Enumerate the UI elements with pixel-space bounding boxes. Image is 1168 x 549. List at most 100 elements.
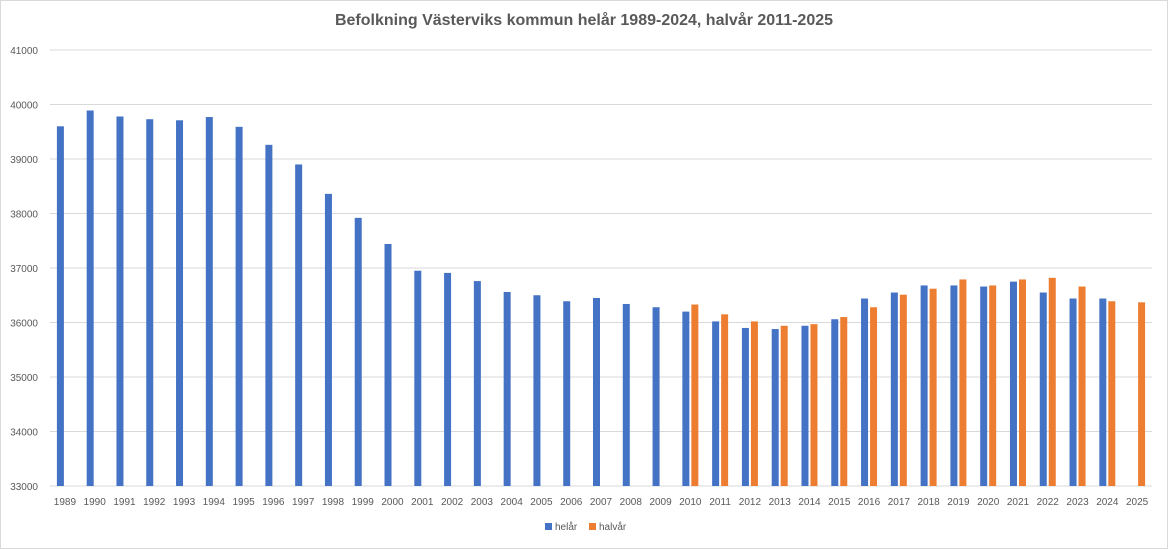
bar-helår-2021 xyxy=(1009,281,1017,486)
x-tick-label: 2015 xyxy=(828,497,851,508)
legend-label-helår: helår xyxy=(555,521,578,533)
bar-helår-2001 xyxy=(414,270,422,486)
y-tick-label: 37000 xyxy=(10,264,38,275)
chart-title: Befolkning Västerviks kommun helår 1989-… xyxy=(334,12,834,29)
bar-helår-2008 xyxy=(622,303,630,486)
x-tick-label: 2024 xyxy=(1096,497,1119,508)
y-tick-label: 36000 xyxy=(10,319,38,330)
bar-helår-2017 xyxy=(890,292,898,486)
bar-halvår-2023 xyxy=(1078,286,1086,486)
x-tick-label: 2003 xyxy=(471,497,494,508)
bar-helår-1991 xyxy=(116,116,124,487)
legend-swatch-helår xyxy=(545,523,552,530)
x-tick-label: 2021 xyxy=(1007,497,1030,508)
x-tick-label: 2012 xyxy=(739,497,762,508)
bar-helår-1992 xyxy=(146,119,154,486)
bar-helår-1989 xyxy=(56,126,64,487)
x-tick-label: 2010 xyxy=(679,497,702,508)
y-tick-label: 35000 xyxy=(10,373,38,384)
bar-helår-2013 xyxy=(771,329,779,486)
bar-halvår-2010 xyxy=(691,304,699,486)
bar-halvår-2012 xyxy=(750,321,758,486)
bar-helår-2020 xyxy=(980,286,988,486)
x-tick-label: 2013 xyxy=(769,497,792,508)
bar-helår-2006 xyxy=(563,301,571,486)
bar-helår-1998 xyxy=(324,193,332,486)
bar-helår-2018 xyxy=(920,285,928,486)
bar-helår-2022 xyxy=(1039,292,1047,486)
bar-helår-2015 xyxy=(831,319,839,486)
bar-helår-2014 xyxy=(801,325,809,486)
bar-helår-2004 xyxy=(503,291,511,486)
x-tick-label: 1994 xyxy=(203,497,226,508)
x-tick-label: 2016 xyxy=(858,497,881,508)
x-tick-label: 1992 xyxy=(143,497,166,508)
bar-helår-2010 xyxy=(682,311,690,486)
bar-helår-1994 xyxy=(205,117,213,486)
y-tick-label: 34000 xyxy=(10,428,38,439)
bar-helår-1990 xyxy=(86,110,94,487)
x-tick-label: 1989 xyxy=(54,497,77,508)
bar-halvår-2021 xyxy=(1018,279,1026,486)
bar-halvår-2024 xyxy=(1108,301,1116,486)
bar-halvår-2011 xyxy=(721,314,729,486)
x-tick-label: 1996 xyxy=(262,497,285,508)
x-tick-label: 2019 xyxy=(947,497,970,508)
x-tick-label: 2002 xyxy=(441,497,464,508)
x-tick-label: 2020 xyxy=(977,497,1000,508)
bar-helår-2019 xyxy=(950,285,958,486)
y-tick-label: 41000 xyxy=(10,46,38,57)
x-tick-label: 2006 xyxy=(560,497,583,508)
bar-halvår-2025 xyxy=(1138,302,1146,486)
x-tick-label: 2018 xyxy=(917,497,940,508)
x-tick-label: 2007 xyxy=(590,497,613,508)
x-tick-label: 1990 xyxy=(84,497,107,508)
bar-halvår-2013 xyxy=(780,325,788,486)
bar-halvår-2016 xyxy=(870,307,878,486)
bar-helår-1993 xyxy=(176,120,184,487)
bar-helår-2007 xyxy=(593,297,600,486)
bar-halvår-2019 xyxy=(959,279,967,486)
bar-helår-2011 xyxy=(712,321,720,486)
bar-helår-1999 xyxy=(354,217,362,487)
x-tick-label: 2014 xyxy=(798,497,821,508)
y-tick-label: 38000 xyxy=(10,210,38,221)
bar-halvår-2022 xyxy=(1048,277,1056,486)
bar-helår-1997 xyxy=(295,164,303,486)
x-tick-label: 2025 xyxy=(1126,497,1149,508)
x-tick-label: 2017 xyxy=(888,497,911,508)
bar-halvår-2020 xyxy=(989,285,997,486)
x-tick-label: 1991 xyxy=(113,497,136,508)
x-tick-label: 1999 xyxy=(352,497,375,508)
bar-helår-2000 xyxy=(384,244,392,486)
legend-swatch-halvår xyxy=(589,523,596,530)
x-tick-label: 2008 xyxy=(620,497,643,508)
bar-helår-2023 xyxy=(1069,298,1077,486)
x-tick-label: 2022 xyxy=(1037,497,1060,508)
x-tick-label: 1995 xyxy=(232,497,255,508)
y-tick-label: 39000 xyxy=(10,155,38,166)
bar-halvår-2018 xyxy=(929,288,937,486)
bar-helår-1995 xyxy=(235,126,243,486)
bar-helår-2009 xyxy=(652,307,660,486)
legend-label-halvår: halvår xyxy=(599,521,627,533)
y-tick-label: 33000 xyxy=(10,482,38,493)
x-tick-label: 1998 xyxy=(322,497,345,508)
bar-halvår-2017 xyxy=(899,294,907,486)
x-tick-label: 1997 xyxy=(292,497,315,508)
bar-helår-2016 xyxy=(861,298,869,486)
bar-helår-2024 xyxy=(1099,298,1107,486)
bar-helår-2005 xyxy=(533,295,541,486)
x-tick-label: 2001 xyxy=(411,497,434,508)
x-tick-label: 2011 xyxy=(709,497,731,508)
bar-halvår-2014 xyxy=(810,324,818,486)
y-tick-label: 40000 xyxy=(10,101,38,112)
x-tick-label: 2023 xyxy=(1066,497,1089,508)
bar-helår-2003 xyxy=(473,281,481,486)
x-tick-label: 2000 xyxy=(381,497,404,508)
bar-helår-2012 xyxy=(741,327,749,486)
x-tick-label: 1993 xyxy=(173,497,196,508)
bar-helår-1996 xyxy=(265,144,273,486)
x-tick-label: 2005 xyxy=(530,497,553,508)
